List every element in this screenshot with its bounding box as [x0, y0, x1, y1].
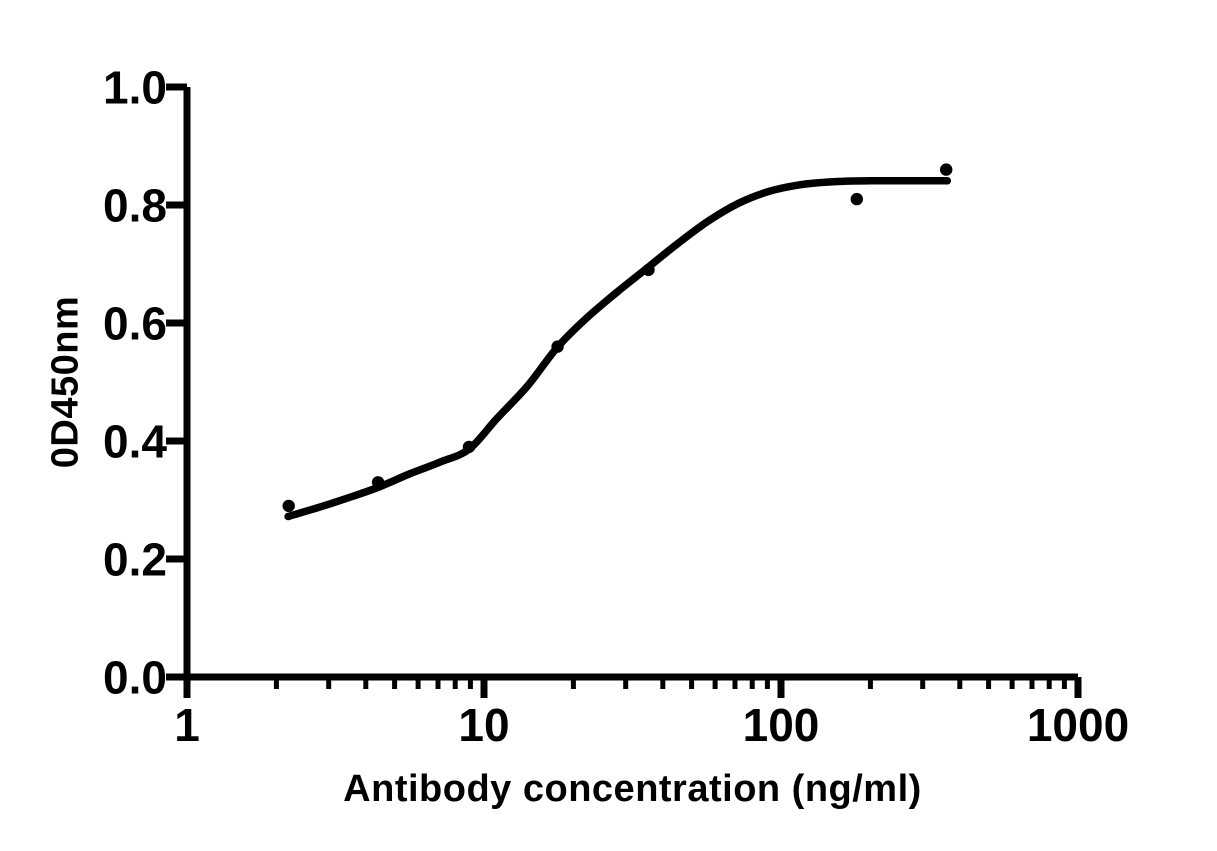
data-point: [462, 440, 476, 454]
y-tick-label: 0.2: [103, 534, 167, 586]
y-tick-label: 0.4: [103, 416, 167, 468]
y-tick-label: 0.8: [103, 180, 167, 232]
y-tick-label: 1.0: [103, 62, 167, 114]
x-tick-label: 1000: [1027, 699, 1129, 751]
axis-frame: [183, 87, 1078, 681]
x-tick-label: 100: [743, 699, 820, 751]
x-tick-label: 10: [458, 699, 509, 751]
data-point: [850, 192, 863, 206]
fit-curve: [284, 176, 952, 521]
y-tick-label: 0.6: [103, 298, 167, 350]
y-axis-title: 0D450nm: [44, 295, 87, 469]
x-tick-label: 1: [174, 699, 200, 751]
data-point: [642, 263, 655, 277]
data-point: [551, 340, 564, 353]
data-point: [940, 163, 953, 176]
x-axis-title: Antibody concentration (ng/ml): [343, 768, 922, 810]
y-tick-label: 0.0: [103, 652, 167, 704]
data-point: [282, 499, 295, 513]
data-point: [371, 476, 385, 489]
